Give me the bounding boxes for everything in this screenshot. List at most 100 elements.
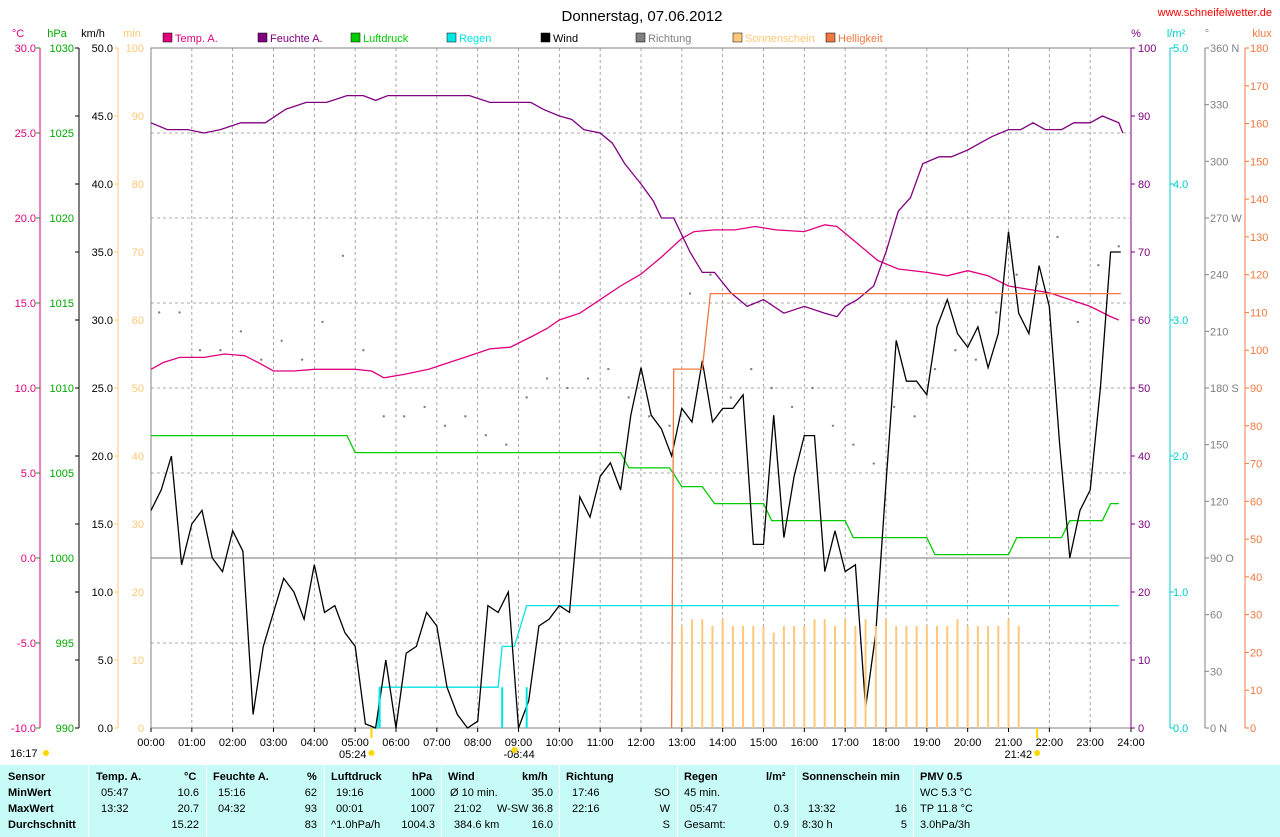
time-tick-label: 07:00 <box>423 737 451 749</box>
temp-a-line <box>150 224 1120 379</box>
axis-tick-label-lux: 100 <box>1250 345 1268 357</box>
axis-tick-label-direction: 60 <box>1210 610 1222 622</box>
direction-point <box>1076 320 1080 324</box>
axis-tick-label-temp: 10.0 <box>15 383 36 395</box>
direction-point <box>954 349 957 352</box>
legend-swatch <box>257 32 268 43</box>
axis-unit-direction: ° <box>1205 28 1209 40</box>
time-tick-label: 18:00 <box>872 737 900 749</box>
sun-icon <box>43 750 49 756</box>
axis-tick-label-pressure: 1025 <box>50 128 74 140</box>
axis-tick-label-direction: 240 <box>1210 270 1228 282</box>
axis-tick-label-rain: 2.0 <box>1173 451 1188 463</box>
axis-tick-label-temp: 5.0 <box>21 468 36 480</box>
time-tick-label: 02:00 <box>219 737 247 749</box>
direction-point <box>1056 235 1059 239</box>
direction-point <box>484 434 488 437</box>
stats-header-sensor: Sensor <box>8 771 46 783</box>
direction-point <box>1035 282 1039 286</box>
time-axis-labels: 00:00 01:00 02:00 03:00 04:00 05:00 06:00 07:00… <box>137 728 1145 749</box>
axis-tick-label-humidity: 10 <box>1138 655 1150 667</box>
direction-point <box>586 377 590 380</box>
stats-pmv-header: PMV 0.5 <box>920 771 963 783</box>
direction-point <box>341 254 345 257</box>
stats-pmv-pressure-trend: 3.0hPa/3h <box>920 819 971 831</box>
axis-tick-label-lux: 110 <box>1250 307 1268 319</box>
direction-point <box>178 311 181 314</box>
time-tick-label: 24:00 <box>1117 737 1145 749</box>
legend-label: Wind <box>553 33 578 45</box>
stats-hum-max: 93 <box>304 803 317 815</box>
axis-tick-label-temp: -5.0 <box>17 638 36 650</box>
time-tick-label: 17:00 <box>831 737 859 749</box>
stats-temp-max: 20.7 <box>177 803 199 815</box>
sun-icon <box>511 747 518 753</box>
time-tick-label: 20:00 <box>954 737 982 749</box>
sun-markers: 05:24 21:42 -08:44 16:17 <box>10 728 1041 761</box>
legend-label: Sonnenschein <box>745 33 815 45</box>
axis-tick-label-sunmin: 80 <box>132 179 144 191</box>
grid <box>151 48 1131 728</box>
stats-wind-avg: 16.0 <box>531 819 553 831</box>
legend-label: Luftdruck <box>363 33 409 45</box>
axis-tick-label-direction: 30 <box>1210 666 1222 678</box>
legend-label: Helligkeit <box>838 33 883 45</box>
stats-temp-min-time: 05:47 <box>101 787 129 799</box>
website-label[interactable]: www.schneifelwetter.de <box>1157 7 1272 19</box>
direction-point <box>1097 264 1100 267</box>
time-tick-label: 10:00 <box>546 737 574 749</box>
time-tick-label: 00:00 <box>137 737 165 749</box>
axis-tick-label-lux: 120 <box>1250 270 1268 282</box>
stats-rain-unit: l/m² <box>766 771 786 783</box>
time-tick-label: 09:00 <box>505 737 533 749</box>
axis-tick-label-temp: 0.0 <box>21 553 36 565</box>
axis-tick-label-direction: 270 W <box>1210 213 1242 225</box>
axis-tick-label-wind: 5.0 <box>98 655 113 667</box>
stats-wind-max-dir: W-SW <box>497 803 529 815</box>
stats-press-min-time: 19:16 <box>336 787 364 799</box>
stats-sun-total-label: 8:30 h <box>802 819 833 831</box>
axis-tick-label-sunmin: 40 <box>132 451 144 463</box>
axis-tick-label-lux: 50 <box>1250 534 1262 546</box>
axis-tick-label-sunmin: 60 <box>132 315 144 327</box>
axis-tick-label-temp: 25.0 <box>15 128 36 140</box>
stats-rain-max: 0.3 <box>773 803 789 815</box>
legend-swatch <box>446 32 457 43</box>
stats-sun-max-time: 13:32 <box>808 803 836 815</box>
direction-point <box>995 311 998 314</box>
stats-dir-header: Richtung <box>566 771 614 783</box>
direction-point <box>1015 273 1018 276</box>
direction-point <box>872 462 875 465</box>
axis-tick-label-humidity: 0 <box>1138 723 1144 735</box>
stats-pmv-dewpoint: TP 11.8 °C <box>920 803 973 815</box>
direction-point <box>688 292 692 295</box>
stats-rain-header: Regen <box>684 771 718 783</box>
axis-tick-label-lux: 180 <box>1250 43 1268 55</box>
stats-sun-max: 16 <box>894 803 907 815</box>
axis-tick-label-wind: 50.0 <box>92 43 113 55</box>
axis-tick-label-lux: 60 <box>1250 496 1262 508</box>
sun-duration-label: -08:44 <box>504 749 535 761</box>
legend-swatch <box>825 32 836 43</box>
axis-tick-label-sunmin: 50 <box>132 383 144 395</box>
axis-tick-label-sunmin: 0 <box>138 723 144 735</box>
time-tick-label: 16:00 <box>791 737 819 749</box>
axis-tick-label-direction: 120 <box>1210 496 1228 508</box>
axis-unit-lux: klux <box>1252 28 1272 40</box>
direction-point <box>1117 245 1120 248</box>
regen-line <box>373 604 1119 729</box>
stats-hum-max-time: 04:32 <box>218 803 246 815</box>
axis-tick-label-humidity: 90 <box>1138 111 1150 123</box>
axis-tick-label-direction: 150 <box>1210 440 1228 452</box>
series-layer <box>150 94 1124 729</box>
direction-point <box>709 273 712 276</box>
time-tick-label: 08:00 <box>464 737 492 749</box>
axis-tick-label-lux: 130 <box>1250 232 1268 244</box>
time-tick-label: 21:00 <box>995 737 1023 749</box>
axis-tick-label-rain: 3.0 <box>1173 315 1188 327</box>
direction-point <box>566 386 569 390</box>
stats-dir-max: W <box>659 803 670 815</box>
axis-tick-label-lux: 160 <box>1250 119 1268 131</box>
direction-point <box>811 386 814 390</box>
stats-rain-max-time: 05:47 <box>690 803 718 815</box>
